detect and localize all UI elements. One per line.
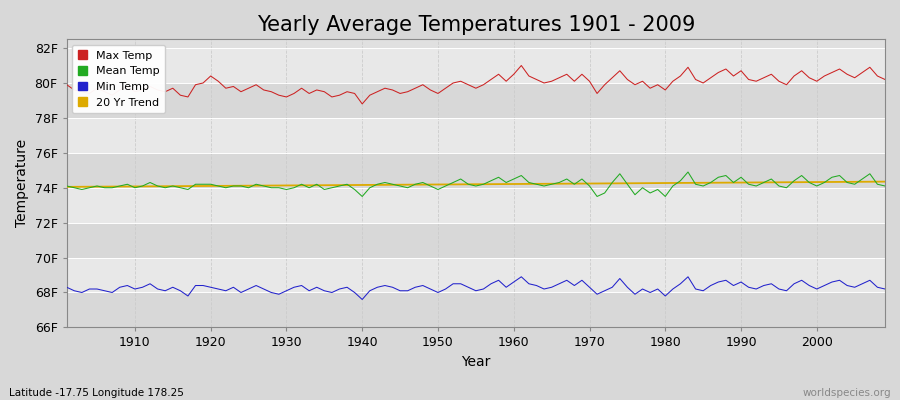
Legend: Max Temp, Mean Temp, Min Temp, 20 Yr Trend: Max Temp, Mean Temp, Min Temp, 20 Yr Tre… (72, 45, 165, 113)
Bar (67, 83, 885, 118)
X-axis label: Year: Year (461, 355, 491, 369)
Bar (67, 153, 885, 188)
Y-axis label: Temperature: Temperature (15, 139, 29, 228)
Bar (67, 223, 885, 258)
Text: worldspecies.org: worldspecies.org (803, 388, 891, 398)
Bar (67, 188, 885, 223)
Bar (67, 48, 885, 83)
Bar (67, 292, 885, 328)
Title: Yearly Average Temperatures 1901 - 2009: Yearly Average Temperatures 1901 - 2009 (256, 15, 695, 35)
Bar (67, 118, 885, 153)
Text: Latitude -17.75 Longitude 178.25: Latitude -17.75 Longitude 178.25 (9, 388, 184, 398)
Bar (67, 258, 885, 292)
